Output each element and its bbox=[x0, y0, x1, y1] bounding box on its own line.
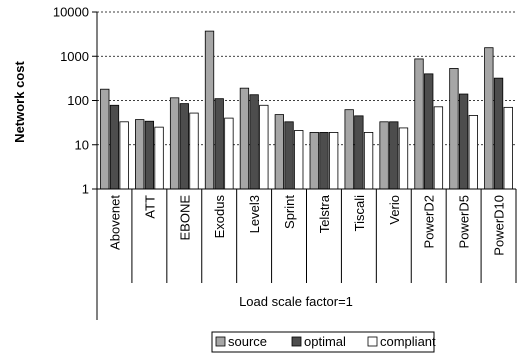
bar-compliant-powerd5 bbox=[468, 115, 478, 190]
y-tick-label: 1000 bbox=[60, 49, 89, 64]
bar-optimal-powerd5 bbox=[458, 93, 469, 190]
bar-compliant-att bbox=[154, 126, 164, 190]
bar-source-exodus bbox=[204, 30, 215, 190]
bar-optimal-ebone bbox=[179, 103, 189, 190]
bar-optimal-att bbox=[144, 120, 155, 190]
bar-source-verio bbox=[379, 121, 389, 190]
bar-compliant-level3 bbox=[259, 104, 269, 190]
bar-source-att bbox=[135, 119, 145, 190]
legend-label-compliant: compliant bbox=[380, 334, 436, 349]
legend-label-source: source bbox=[228, 334, 267, 349]
grid-lines bbox=[92, 11, 516, 190]
bar-source-powerd5 bbox=[449, 68, 459, 190]
bar-optimal-level3 bbox=[249, 94, 259, 190]
x-tick-label: ATT bbox=[142, 195, 157, 219]
bar-optimal-verio bbox=[389, 121, 399, 190]
legend: source optimal compliant bbox=[211, 331, 436, 353]
bar-compliant-exodus bbox=[224, 117, 234, 190]
bar-optimal-powerd10 bbox=[493, 77, 504, 190]
y-axis-label: Network cost bbox=[12, 61, 27, 143]
y-tick-label: 10000 bbox=[53, 5, 89, 20]
x-tick-label: Telstra bbox=[317, 194, 332, 233]
bar-optimal-sprint bbox=[284, 121, 294, 190]
bar-optimal-tiscali bbox=[354, 115, 364, 190]
bar-source-sprint bbox=[274, 114, 284, 190]
axes bbox=[96, 12, 517, 320]
bar-compliant-telstra bbox=[329, 132, 339, 190]
x-tick-label: PowerD5 bbox=[457, 195, 472, 248]
y-tick-labels: 1 10 100 1000 10000 bbox=[53, 5, 89, 197]
x-tick-label: Exodus bbox=[212, 195, 227, 239]
x-tick-label: Level3 bbox=[247, 195, 262, 233]
x-tick-label: Verio bbox=[387, 195, 402, 225]
x-tick-label: Tiscali bbox=[352, 195, 367, 231]
bar-optimal-exodus bbox=[214, 98, 224, 190]
bar-source-level3 bbox=[239, 87, 250, 190]
legend-label-optimal: optimal bbox=[304, 334, 346, 349]
y-tick-label: 10 bbox=[75, 137, 89, 152]
bar-source-powerd2 bbox=[414, 58, 424, 190]
bar-compliant-abovenet bbox=[119, 121, 129, 190]
legend-swatch-compliant bbox=[367, 336, 378, 347]
bar-optimal-abovenet bbox=[109, 104, 120, 190]
x-tick-labels: Abovenet ATT EBONE Exodus Level3 Sprint Telstr… bbox=[107, 194, 506, 255]
y-tick-label: 100 bbox=[67, 93, 89, 108]
x-tick-label: EBONE bbox=[177, 195, 192, 241]
legend-swatch-source bbox=[215, 336, 226, 347]
bar-source-powerd10 bbox=[484, 47, 494, 190]
x-tick-label: Sprint bbox=[282, 195, 297, 229]
legend-box bbox=[211, 331, 435, 353]
bar-compliant-sprint bbox=[294, 130, 304, 190]
bar-compliant-powerd2 bbox=[433, 106, 444, 190]
bar-source-tiscali bbox=[344, 109, 354, 190]
bar-optimal-powerd2 bbox=[424, 73, 434, 190]
bar-source-abovenet bbox=[100, 88, 110, 190]
bar-compliant-powerd10 bbox=[503, 106, 513, 190]
bar-optimal-telstra bbox=[319, 132, 329, 190]
legend-swatch-optimal bbox=[291, 336, 302, 347]
bar-compliant-ebone bbox=[189, 112, 199, 190]
bar-source-telstra bbox=[309, 132, 319, 190]
bars bbox=[100, 30, 513, 190]
bar-compliant-verio bbox=[398, 127, 409, 190]
x-axis-label: Load scale factor=1 bbox=[239, 294, 353, 309]
x-tick-label: PowerD2 bbox=[422, 195, 437, 248]
x-tick-label: PowerD10 bbox=[492, 195, 507, 256]
bar-compliant-tiscali bbox=[363, 132, 374, 190]
x-tick-label: Abovenet bbox=[107, 195, 122, 250]
bar-source-ebone bbox=[169, 97, 180, 190]
y-tick-label: 1 bbox=[82, 182, 89, 197]
